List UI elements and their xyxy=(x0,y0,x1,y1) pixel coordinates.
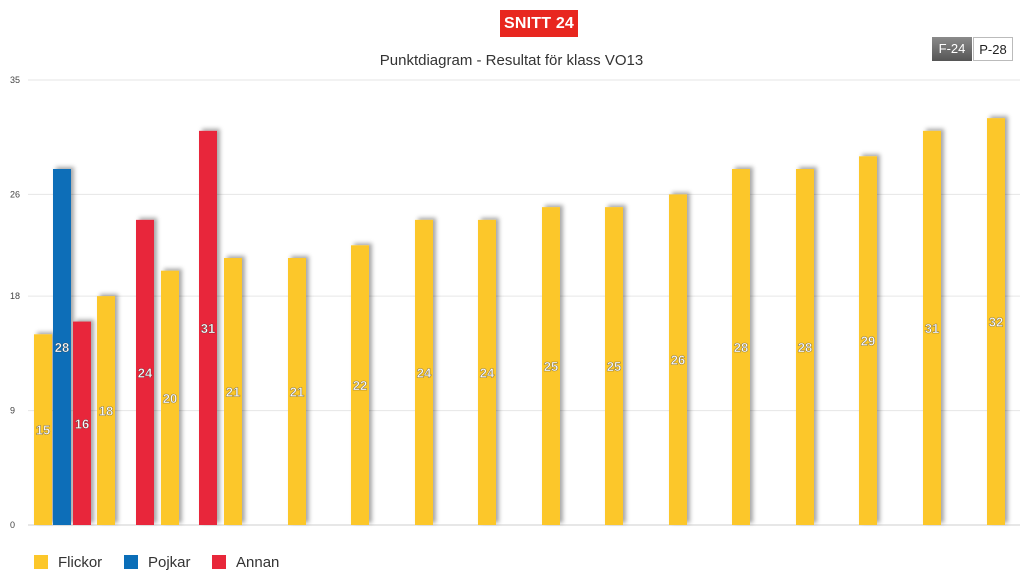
bar-value-label: 26 xyxy=(671,353,685,368)
bar-flickor[interactable] xyxy=(987,118,1005,526)
bar-value-label: 28 xyxy=(734,340,748,355)
bar-flickor[interactable] xyxy=(669,194,687,525)
legend-label: Flickor xyxy=(58,553,103,571)
legend-swatch xyxy=(34,555,48,569)
bar-value-label: 28 xyxy=(55,340,69,355)
bar-annan[interactable] xyxy=(73,321,91,525)
bar-flickor[interactable] xyxy=(859,156,877,526)
legend-swatch xyxy=(212,555,226,569)
bar-annan[interactable] xyxy=(136,219,154,525)
y-tick-label: 9 xyxy=(10,406,15,416)
bar-value-label: 24 xyxy=(480,365,495,380)
bar-value-label: 24 xyxy=(417,365,432,380)
bar-value-label: 29 xyxy=(861,334,875,349)
bar-value-label: 32 xyxy=(989,315,1003,330)
bar-flickor[interactable] xyxy=(415,219,433,525)
average-badge: SNITT 24 xyxy=(500,10,578,37)
bar-flickor[interactable] xyxy=(97,296,115,525)
bar-flickor[interactable] xyxy=(923,130,941,525)
bar-value-label: 21 xyxy=(290,385,304,400)
bar-value-label: 24 xyxy=(138,365,153,380)
toggle-boys-average[interactable]: P-28 xyxy=(973,37,1013,61)
bar-flickor[interactable] xyxy=(288,258,306,525)
grid-lines xyxy=(28,79,1020,526)
bar-flickor[interactable] xyxy=(161,270,179,525)
data-labels: 15 28 16 18 24 20 31 21 21 22 24 24 25 25 26 28 28 29 31 32 xyxy=(35,314,1003,438)
legend-label: Pojkar xyxy=(148,553,191,571)
bar-value-label: 15 xyxy=(36,423,50,438)
bar-value-label: 28 xyxy=(798,340,812,355)
bar-flickor[interactable] xyxy=(224,258,242,525)
y-tick-label: 0 xyxy=(10,520,15,530)
bar-flickor[interactable] xyxy=(796,169,814,525)
bars xyxy=(34,118,1005,526)
bar-value-label: 25 xyxy=(544,359,558,374)
bar-flickor[interactable] xyxy=(351,245,369,526)
bar-flickor[interactable] xyxy=(478,219,496,525)
bar-value-label: 21 xyxy=(226,385,240,400)
bar-value-label: 18 xyxy=(99,404,113,419)
y-tick-label: 35 xyxy=(10,75,20,85)
bar-value-label: 20 xyxy=(163,391,177,406)
legend-swatch xyxy=(124,555,138,569)
y-axis: 0 9 18 26 35 xyxy=(10,75,20,530)
legend-flickor[interactable]: Flickor xyxy=(34,551,102,573)
y-tick-label: 18 xyxy=(10,291,20,301)
y-tick-label: 26 xyxy=(10,189,20,199)
bar-value-label: 31 xyxy=(201,321,215,336)
legend-annan[interactable]: Annan xyxy=(212,551,279,573)
bar-value-label: 16 xyxy=(75,416,89,431)
bar-value-label: 25 xyxy=(607,359,621,374)
bar-flickor[interactable] xyxy=(605,207,623,525)
bar-pojkar[interactable] xyxy=(53,169,71,525)
bar-value-label: 31 xyxy=(925,321,939,336)
bar-annan[interactable] xyxy=(199,130,217,525)
bar-value-label: 22 xyxy=(353,378,367,393)
chart-title: Punktdiagram - Resultat för klass VO13 xyxy=(379,52,644,69)
toggle-girls-average[interactable]: F-24 xyxy=(932,37,972,61)
bar-flickor[interactable] xyxy=(34,334,52,525)
legend-pojkar[interactable]: Pojkar xyxy=(124,551,191,573)
legend-label: Annan xyxy=(236,553,280,571)
bar-flickor[interactable] xyxy=(732,169,750,525)
bar-flickor[interactable] xyxy=(542,207,560,525)
